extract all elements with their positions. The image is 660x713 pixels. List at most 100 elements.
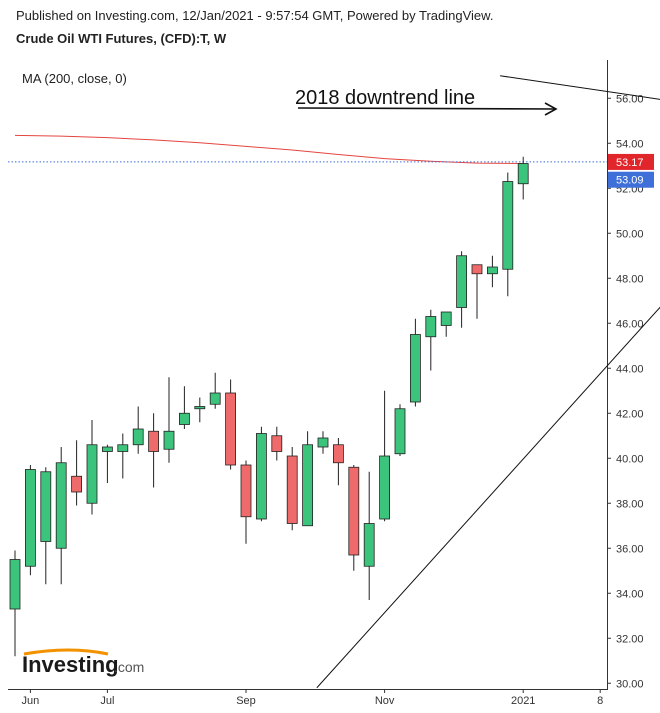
candle-body (425, 316, 437, 338)
price-axis-ticks: 30.00 32.00 34.00 36.00 38.00 40.00 42.00 44.00… (607, 93, 644, 690)
candle-body (271, 435, 283, 452)
candle[interactable] (117, 433, 129, 479)
candle[interactable] (456, 251, 468, 328)
price-tick-label: 40.00 (616, 453, 644, 465)
time-axis-ticks: Jun Jul Sep Nov 2021 8 (22, 689, 603, 707)
candle[interactable] (332, 438, 344, 486)
candle-body (456, 255, 468, 308)
candle-body (240, 464, 252, 518)
candle[interactable] (302, 431, 314, 527)
candle[interactable] (240, 460, 252, 544)
candle-body (163, 430, 175, 450)
price-tick-label: 48.00 (616, 273, 644, 285)
logo-swoosh-icon (23, 648, 109, 656)
price-badge-label: 53.09 (616, 175, 644, 187)
price-tick-label: 50.00 (616, 228, 644, 240)
candle[interactable] (194, 397, 206, 423)
candle-body (148, 430, 160, 452)
candle-body (55, 462, 67, 549)
candle-body (71, 475, 82, 493)
candle[interactable] (425, 309, 437, 371)
time-tick-label: Nov (375, 695, 395, 707)
symbol-title: Crude Oil WTI Futures, (CFD):T, W (16, 31, 227, 46)
price-tick-label: 36.00 (616, 543, 644, 555)
candle[interactable] (409, 318, 421, 407)
candle[interactable] (24, 465, 36, 576)
time-tick-label: Jul (100, 695, 114, 707)
candle-body (440, 311, 452, 326)
candle[interactable] (40, 467, 52, 585)
candle[interactable] (148, 413, 160, 488)
candle-body (332, 444, 344, 464)
candle-body (40, 471, 52, 542)
candle-body (394, 408, 406, 455)
price-tick-label: 54.00 (616, 138, 644, 150)
candle-body (517, 163, 529, 185)
candle[interactable] (132, 406, 144, 454)
candle[interactable] (317, 431, 329, 454)
candle-body (348, 466, 360, 556)
candle-body (132, 428, 144, 446)
candle[interactable] (102, 444, 113, 483)
price-tick-label: 38.00 (616, 498, 644, 510)
time-tick-label: Sep (236, 695, 256, 707)
arrow-head-icon (544, 102, 558, 116)
candle[interactable] (517, 156, 529, 200)
trendlines-layer (316, 75, 660, 689)
price-tick-label: 32.00 (616, 633, 644, 645)
indicator-label: MA (200, close, 0) (22, 71, 127, 86)
trendline[interactable] (316, 299, 660, 689)
candle[interactable] (225, 379, 237, 470)
candle-body (286, 455, 298, 524)
candle[interactable] (163, 377, 175, 463)
candle-body (379, 455, 391, 520)
trendline[interactable] (500, 75, 660, 101)
price-tick-label: 34.00 (616, 588, 644, 600)
candle-body (86, 444, 98, 504)
candle-body (471, 264, 483, 275)
candle-body (502, 181, 514, 270)
price-badge (608, 171, 654, 188)
candle-body (209, 392, 221, 405)
price-tick-label: 30.00 (616, 678, 644, 690)
candle[interactable] (394, 404, 406, 456)
candle-body (178, 412, 190, 425)
price-tick-label: 42.00 (616, 408, 644, 420)
candle-body (409, 334, 421, 403)
candle[interactable] (379, 390, 391, 522)
candle[interactable] (209, 372, 221, 409)
candle[interactable] (178, 386, 190, 429)
candle-body (117, 444, 129, 452)
price-tick-label: 44.00 (616, 363, 644, 375)
candle[interactable] (440, 311, 452, 337)
time-tick-label: Jun (22, 695, 40, 707)
candle-body (194, 406, 206, 410)
candle[interactable] (471, 264, 483, 319)
candle[interactable] (271, 426, 283, 461)
price-badges-layer: 53.17 53.09 (608, 153, 654, 188)
candle[interactable] (363, 471, 375, 600)
candle-body (317, 437, 329, 448)
candle[interactable] (71, 440, 82, 506)
candle[interactable] (502, 172, 514, 297)
candle[interactable] (255, 426, 267, 522)
arrow-right-icon (297, 107, 556, 110)
logo-suffix: .com (114, 659, 144, 675)
candle-body (24, 469, 36, 567)
candle[interactable] (486, 255, 498, 288)
price-badge (608, 153, 654, 170)
candle[interactable] (86, 420, 98, 515)
candle[interactable] (286, 447, 298, 531)
logo-text: Investing (22, 652, 119, 677)
time-tick-label: 2021 (511, 695, 535, 707)
candle-body (255, 433, 267, 520)
published-info: Published on Investing.com, 12/Jan/2021 … (16, 8, 494, 23)
price-badge-label: 53.17 (616, 157, 644, 169)
price-tick-label: 46.00 (616, 318, 644, 330)
candle[interactable] (55, 447, 67, 585)
candle-body (363, 523, 375, 567)
candle[interactable] (348, 465, 360, 571)
candle[interactable] (9, 550, 21, 657)
